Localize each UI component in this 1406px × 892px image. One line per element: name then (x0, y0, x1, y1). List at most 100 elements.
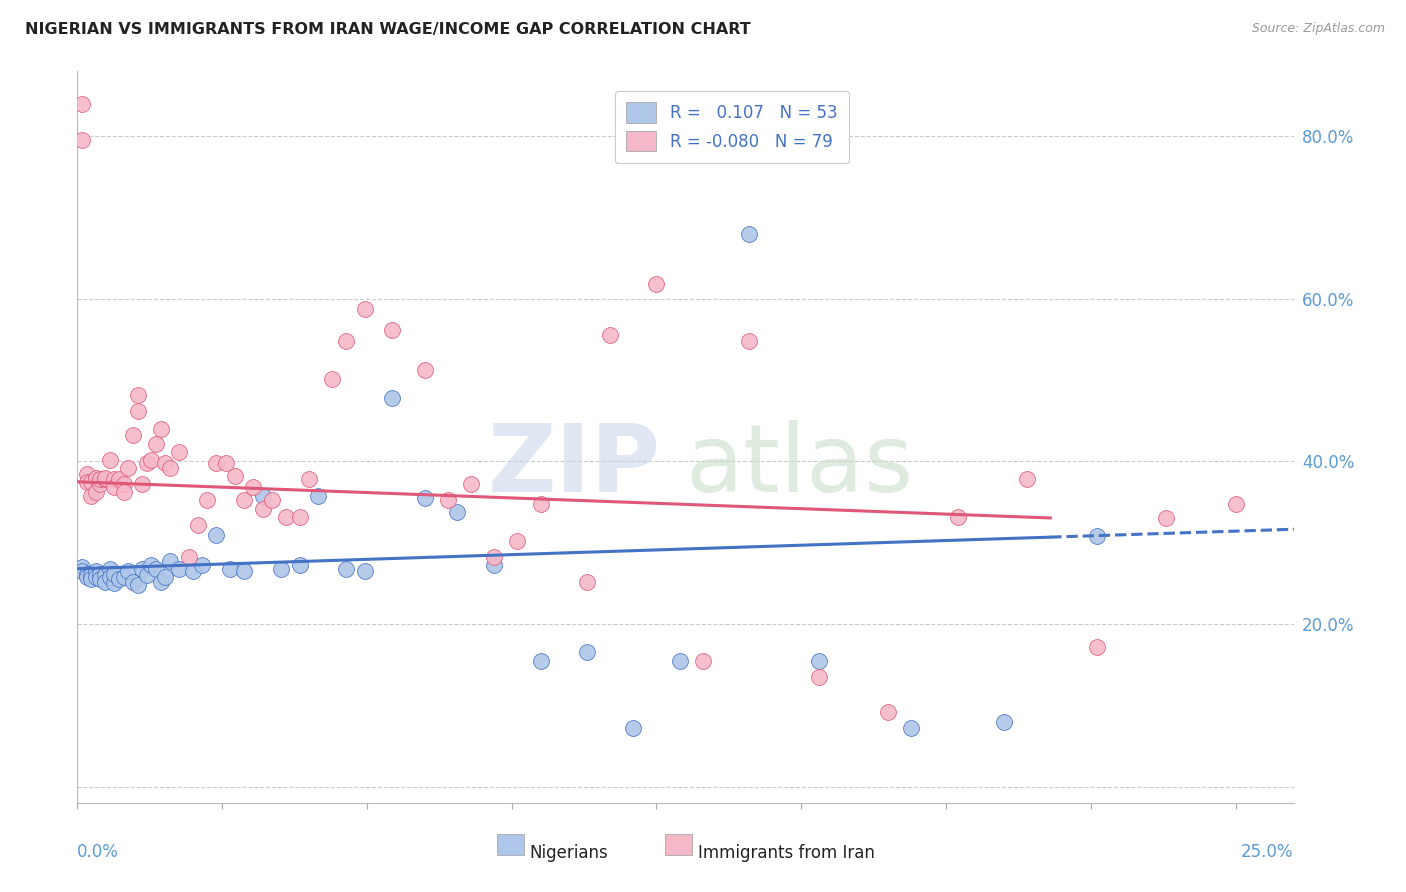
Point (575, 574, 598, 589)
Point (599, 328, 621, 343)
Point (1085, 640, 1108, 654)
Point (191, 558, 214, 573)
Point (80, 568, 103, 582)
Point (80, 572, 103, 586)
Point (645, 277, 668, 292)
Point (1085, 529, 1108, 543)
Point (103, 566, 125, 581)
Point (219, 562, 242, 576)
Point (738, 227, 761, 241)
Point (1225, 497, 1247, 511)
Point (149, 574, 172, 589)
Point (353, 564, 375, 578)
Point (181, 564, 204, 578)
Point (76, 570, 98, 584)
Point (131, 477, 153, 491)
Point (76, 566, 98, 581)
Point (76, 475, 98, 489)
Point (94, 574, 117, 589)
Point (122, 574, 145, 589)
Point (98, 453, 121, 467)
Point (214, 456, 236, 470)
Point (70, 96, 93, 111)
Point (117, 564, 139, 578)
Point (76, 467, 98, 481)
Point (89, 477, 111, 491)
Point (242, 480, 264, 494)
Point (127, 388, 149, 402)
Point (135, 456, 157, 470)
Point (112, 477, 135, 491)
Text: Source: ZipAtlas.com: Source: ZipAtlas.com (1251, 22, 1385, 36)
Point (437, 493, 460, 508)
Point (205, 527, 228, 541)
Point (141, 453, 163, 467)
Point (484, 550, 506, 565)
Point (288, 509, 311, 524)
Point (195, 493, 218, 508)
Point (84, 564, 107, 578)
Point (103, 576, 125, 591)
Point (575, 645, 598, 659)
Point (335, 562, 357, 576)
Point (668, 654, 690, 668)
Point (298, 472, 321, 486)
Point (381, 391, 404, 405)
Point (145, 562, 167, 576)
Point (224, 469, 246, 483)
Point (155, 570, 177, 584)
Point (127, 578, 149, 592)
Point (80, 489, 103, 503)
Point (108, 572, 131, 586)
Point (84, 570, 107, 584)
Point (288, 558, 311, 573)
Point (335, 334, 357, 348)
Point (89, 572, 111, 586)
Point (877, 705, 900, 719)
Point (70, 133, 93, 147)
Point (353, 301, 375, 316)
Point (692, 654, 714, 668)
Text: Immigrants from Iran: Immigrants from Iran (697, 845, 875, 863)
Point (94, 568, 117, 582)
Point (131, 562, 153, 576)
Point (70, 560, 93, 574)
Point (103, 472, 125, 486)
Point (260, 493, 283, 508)
Point (94, 472, 117, 486)
Y-axis label: Wage/Income Gap: Wage/Income Gap (0, 367, 7, 508)
Point (155, 456, 177, 470)
Text: ZIP: ZIP (488, 420, 661, 512)
Point (530, 497, 553, 511)
Point (167, 562, 190, 576)
Text: atlas: atlas (686, 420, 914, 512)
Point (530, 654, 553, 668)
Point (89, 566, 111, 581)
Point (80, 475, 103, 489)
Point (117, 461, 139, 475)
Point (98, 570, 121, 584)
Point (84, 471, 107, 485)
Point (205, 456, 228, 470)
Point (807, 654, 830, 668)
Point (307, 489, 329, 503)
Point (1154, 511, 1177, 525)
Point (946, 509, 969, 524)
Point (108, 472, 131, 486)
Point (484, 558, 506, 573)
Bar (496, 833, 523, 855)
Point (112, 570, 135, 584)
Point (98, 562, 121, 576)
Text: 0.0%: 0.0% (77, 843, 120, 861)
Point (413, 363, 436, 377)
Point (167, 444, 190, 458)
Point (122, 428, 145, 442)
Point (270, 562, 292, 576)
Point (446, 505, 468, 519)
Point (94, 471, 117, 485)
Point (84, 485, 107, 500)
Point (141, 558, 163, 573)
Point (321, 371, 343, 385)
Text: Nigerians: Nigerians (530, 845, 609, 863)
Point (381, 323, 404, 337)
